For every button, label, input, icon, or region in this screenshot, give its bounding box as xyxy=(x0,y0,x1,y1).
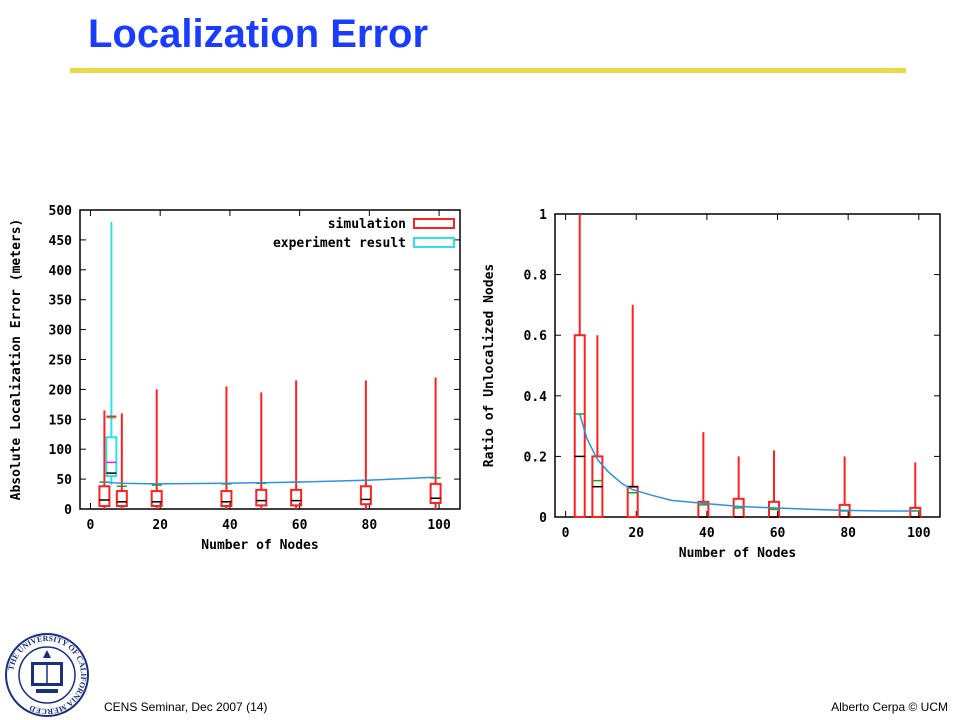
slide-title: Localization Error xyxy=(88,12,429,56)
x-tick-label: 20 xyxy=(628,526,644,541)
chart-ratio-unlocalized-nodes: 0 0.2 0.4 0.6 0.8 1 0 20 40 60 80 100 Number of Node… xyxy=(482,208,941,561)
simulation-box xyxy=(115,490,128,508)
y-tick-label: 0.4 xyxy=(524,390,548,405)
plot-frame xyxy=(554,213,941,518)
y-tick-label: 450 xyxy=(49,234,73,249)
title-rule xyxy=(70,68,906,73)
x-tick-label: 80 xyxy=(840,526,856,541)
x-tick-label: 100 xyxy=(427,518,451,533)
y-tick-label: 0.8 xyxy=(524,269,548,284)
x-axis-label: Number of Nodes xyxy=(201,538,318,553)
simulation-box xyxy=(150,490,163,508)
simulation-box xyxy=(98,485,111,508)
legend-swatch xyxy=(413,237,455,248)
plot-frame xyxy=(79,209,461,510)
y-tick-label: 300 xyxy=(49,324,73,339)
footer-left: CENS Seminar, Dec 2007 (14) xyxy=(104,700,268,714)
experiment-box xyxy=(105,436,118,478)
simulation-box xyxy=(220,490,233,508)
legend-label: experiment result xyxy=(273,236,406,251)
y-tick-label: 200 xyxy=(49,383,73,398)
y-axis-label: Ratio of Unlocalized Nodes xyxy=(482,264,497,468)
y-tick-label: 150 xyxy=(49,413,73,428)
simulation-box xyxy=(573,334,586,518)
simulation-box xyxy=(290,488,303,507)
x-axis-label: Number of Nodes xyxy=(679,546,796,561)
x-tick-label: 60 xyxy=(770,526,786,541)
simulation-box xyxy=(255,488,268,507)
y-tick-label: 0.2 xyxy=(524,450,547,465)
y-tick-label: 0 xyxy=(64,503,72,518)
y-tick-label: 250 xyxy=(49,354,73,369)
y-tick-label: 0.6 xyxy=(524,329,548,344)
mean-trend-line xyxy=(579,413,916,512)
x-tick-label: 0 xyxy=(87,518,95,533)
y-tick-label: 400 xyxy=(49,264,73,279)
simulation-box xyxy=(429,482,442,505)
y-axis-label: Absolute Localization Error (meters) xyxy=(9,219,24,501)
x-tick-label: 40 xyxy=(699,526,715,541)
y-tick-label: 500 xyxy=(49,204,73,219)
y-tick-label: 100 xyxy=(49,443,73,458)
x-tick-label: 20 xyxy=(152,518,168,533)
x-tick-label: 60 xyxy=(292,518,308,533)
x-tick-label: 40 xyxy=(222,518,238,533)
y-tick-label: 0 xyxy=(539,511,547,526)
y-tick-label: 50 xyxy=(56,473,72,488)
x-tick-label: 100 xyxy=(907,526,931,541)
legend-label: simulation xyxy=(328,217,406,232)
footer-right: Alberto Cerpa © UCM xyxy=(831,700,948,714)
mean-trend-line xyxy=(104,476,436,485)
x-tick-label: 0 xyxy=(562,526,570,541)
chart-absolute-localization-error: 0 50 100 150 200 250 300 350 400 450 500 0 20 40 60 80 1… xyxy=(9,204,461,553)
university-seal-logo: THE UNIVERSITY OF CALIFORNIA MERCED xyxy=(5,633,89,717)
y-tick-label: 1 xyxy=(539,208,547,223)
simulation-box xyxy=(359,485,372,506)
y-tick-label: 350 xyxy=(49,294,73,309)
legend-swatch xyxy=(413,218,455,229)
x-tick-label: 80 xyxy=(362,518,378,533)
